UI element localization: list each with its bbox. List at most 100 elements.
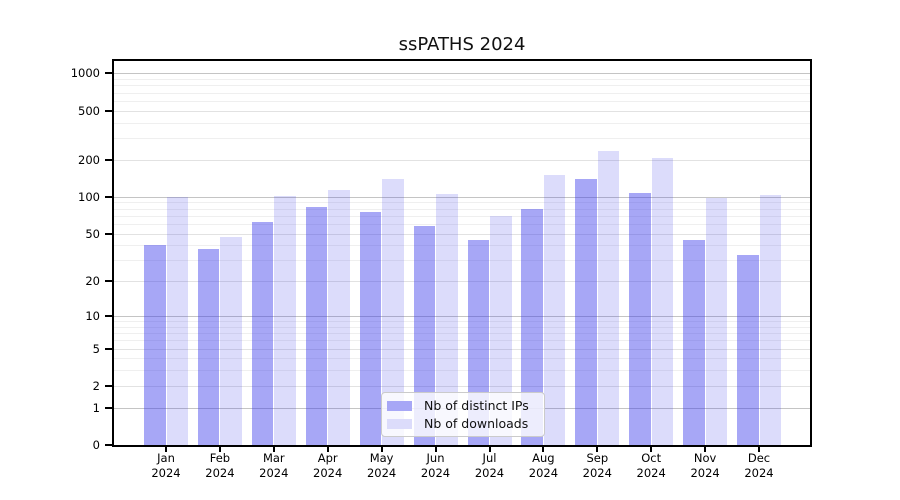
y-tick-label: 500 (78, 103, 100, 118)
x-tick-label: Dec 2024 (727, 451, 791, 481)
x-tick-label: Feb 2024 (188, 451, 252, 481)
x-tick-label-month: May (369, 451, 394, 465)
y-tick (105, 406, 112, 409)
x-tick (434, 445, 437, 452)
x-tick-label-year: 2024 (744, 466, 774, 480)
y-tick (105, 158, 112, 161)
gridline (114, 370, 810, 372)
gridline (114, 385, 810, 387)
gridline (114, 281, 810, 283)
gridline (114, 358, 810, 360)
legend-entry: Nb of distinct IPs (387, 398, 538, 413)
x-tick-label-year: 2024 (474, 466, 505, 480)
legend-label: Nb of distinct IPs (424, 398, 529, 413)
gridline (114, 92, 810, 94)
y-tick-label: 50 (85, 226, 100, 241)
y-tick-label: 200 (78, 152, 100, 167)
x-tick-label: Aug 2024 (511, 451, 575, 481)
x-tick-label: May 2024 (350, 451, 414, 481)
legend-swatch-downloads (387, 418, 412, 429)
gridline (114, 159, 810, 161)
x-tick-label: Jun 2024 (404, 451, 468, 481)
x-tick-label-year: 2024 (205, 466, 235, 480)
gridline (114, 321, 810, 323)
legend-label: Nb of downloads (424, 416, 529, 431)
x-tick-label-month: Aug (532, 451, 555, 465)
gridline (114, 196, 810, 198)
x-tick (218, 445, 221, 452)
y-tick-label: 5 (92, 341, 100, 356)
bar-distinct-ips-may (359, 212, 382, 445)
y-tick (105, 232, 112, 235)
x-tick-label: Mar 2024 (242, 451, 306, 481)
x-tick-label: Apr 2024 (296, 451, 360, 481)
bar-downloads-nov (705, 198, 728, 445)
gridline (114, 73, 810, 75)
x-tick (380, 445, 383, 452)
gridline (114, 122, 810, 124)
bar-distinct-ips-aug (521, 208, 543, 445)
x-tick-label-year: 2024 (582, 466, 612, 480)
y-tick (105, 72, 112, 75)
y-tick-label: 100 (78, 189, 100, 204)
gridline (114, 245, 810, 247)
gridline (114, 223, 810, 225)
x-tick (165, 445, 167, 452)
bar-downloads-dec (759, 195, 781, 445)
y-tick-label: 0 (92, 438, 100, 452)
x-tick-label-month: Apr (317, 451, 338, 465)
bar-downloads-may (382, 178, 404, 445)
gridline (114, 260, 810, 262)
y-tick-label: 1000 (70, 66, 100, 81)
bar-distinct-ips-jun (413, 225, 435, 445)
bar-distinct-ips-mar (251, 222, 274, 445)
bar-downloads-feb (220, 236, 242, 445)
x-tick (272, 445, 275, 452)
gridline (114, 110, 810, 112)
x-tick (758, 445, 760, 452)
x-tick (596, 445, 599, 452)
bar-distinct-ips-dec (737, 255, 759, 445)
gridline (114, 215, 810, 217)
y-tick (105, 444, 112, 446)
x-tick-label-year: 2024 (690, 466, 720, 480)
x-tick-label-month: Feb (209, 451, 231, 465)
bar-distinct-ips-feb (197, 249, 220, 445)
gridline (114, 138, 810, 139)
x-tick-label-month: Jan (157, 451, 175, 465)
gridline (114, 326, 810, 328)
legend-entry: Nb of downloads (387, 416, 538, 431)
gridline (114, 85, 810, 87)
x-tick-label-month: Nov (693, 451, 717, 465)
y-tick (105, 384, 112, 387)
y-tick (105, 195, 112, 198)
x-tick-label-month: Sep (586, 451, 609, 465)
bar-distinct-ips-nov (683, 240, 705, 445)
gridline (114, 79, 810, 81)
x-tick-label-year: 2024 (151, 466, 181, 480)
bar-distinct-ips-jan (144, 245, 166, 445)
x-tick-label-year: 2024 (366, 466, 397, 480)
x-tick (326, 445, 329, 452)
plot-area (112, 59, 812, 447)
bar-downloads-aug (543, 175, 566, 445)
bar-distinct-ips-sep (575, 178, 597, 445)
y-tick-label: 2 (92, 378, 100, 393)
legend-swatch-distinct-ips (387, 400, 412, 411)
gridline (114, 316, 810, 317)
gridline (114, 100, 810, 102)
x-tick-label: Oct 2024 (619, 451, 683, 481)
x-tick-label-month: Jun (426, 451, 445, 465)
bar-distinct-ips-apr (305, 207, 328, 445)
y-tick-label: 1 (92, 400, 100, 415)
legend: Nb of distinct IPs Nb of downloads (381, 392, 545, 437)
y-tick-label: 10 (85, 309, 100, 323)
x-tick-label-month: Oct (641, 451, 662, 465)
x-tick (650, 445, 653, 452)
bar-downloads-jul (490, 215, 512, 445)
gridline (114, 333, 810, 335)
bar-downloads-jun (436, 194, 458, 445)
bar-downloads-apr (328, 189, 350, 445)
bar-downloads-mar (274, 195, 296, 445)
